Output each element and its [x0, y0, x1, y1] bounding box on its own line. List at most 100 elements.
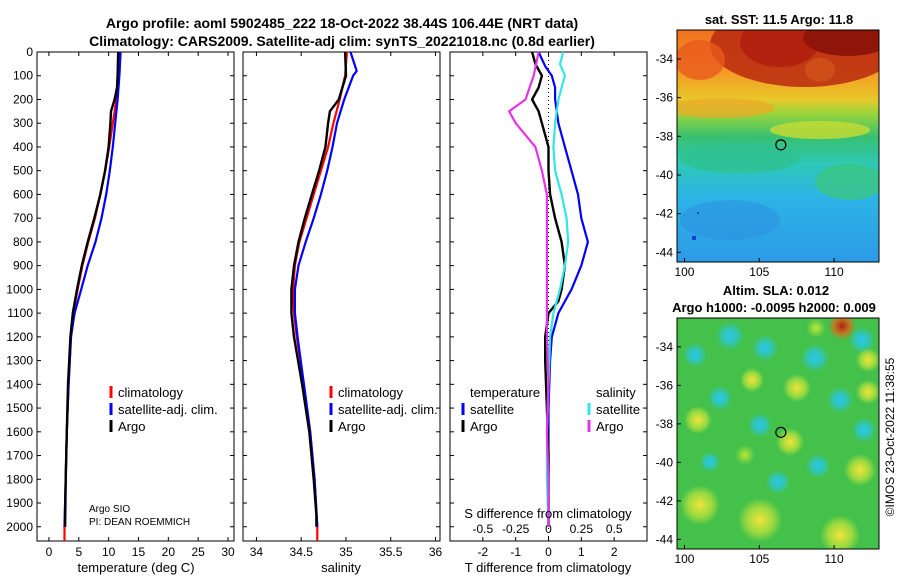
salinity-x-axis: 34 34.5 35 35.5 36: [250, 52, 443, 559]
temperature-x-label: temperature (deg C): [77, 560, 194, 575]
depth-tick-label: 1400: [6, 377, 33, 391]
depth-tick-label: 800: [13, 235, 33, 249]
legend-argo: Argo: [338, 419, 365, 434]
s-difference-x-axis: -0.5-0.2500.250.5: [472, 522, 622, 536]
salinity-legend: climatology satellite-adj. clim. Argo: [329, 385, 438, 434]
depth-axis: 0 100 200 300 400 500 600 700 800 900 1000 1100 1200…: [6, 45, 647, 534]
map-lon-tick-label: 100: [674, 552, 694, 566]
t-difference-x-axis: -2 -1 0 1 2: [477, 52, 618, 559]
map-lon-tick-label: 105: [749, 265, 769, 279]
x-tick-label: 25: [192, 545, 206, 559]
depth-tick-label: 1900: [6, 496, 33, 510]
imos-timestamp: ©IMOS 23-Oct-2022 11:38:55: [883, 357, 897, 516]
sst-map-frame: [676, 29, 880, 263]
x-tick-label: 15: [132, 545, 146, 559]
x-tick-label: 2: [611, 545, 618, 559]
sst-argo-location-marker: [775, 139, 787, 151]
difference-legend: temperature satellite Argo salinity sate…: [461, 385, 640, 434]
series-line-argo: [290, 51, 348, 527]
x-tick-label: 34: [250, 545, 264, 559]
salinity-x-label: salinity: [321, 560, 361, 575]
depth-tick-label: 100: [13, 69, 33, 83]
legend-satellite-adj: satellite-adj. clim.: [338, 402, 438, 417]
sla-map-frame: [676, 317, 880, 550]
x-tick-label: 30: [221, 545, 235, 559]
depth-tick-label: 300: [13, 116, 33, 130]
temperature-legend: climatology satellite-adj. clim. Argo: [109, 385, 218, 434]
credit-line-2: PI: DEAN ROEMMICH: [89, 517, 190, 528]
series-line-salinity-argo: [508, 51, 550, 527]
title-line-1: Argo profile: aoml 5902485_222 18-Oct-20…: [106, 15, 578, 31]
x-tick-label: 34.5: [290, 545, 314, 559]
x-tick-label: 20: [162, 545, 176, 559]
s-difference-x-label: S difference from climatology: [464, 506, 632, 521]
depth-tick-label: 1200: [6, 330, 33, 344]
map-lon-tick-label: 110: [825, 265, 844, 279]
depth-tick-label: 0: [26, 45, 33, 59]
depth-tick-label: 1700: [6, 449, 33, 463]
depth-tick-label: 1800: [6, 472, 33, 486]
series-line-temperature-argo: [530, 51, 567, 527]
sla-map-title: Altim. SLA: 0.012: [723, 283, 829, 298]
map-lat-tick-label: -36: [656, 378, 674, 392]
sst-map-title: sat. SST: 11.5 Argo: 11.8: [705, 12, 853, 27]
legend-t-satellite: satellite: [470, 402, 514, 417]
x-tick-label: 0: [46, 545, 53, 559]
map-lat-tick-label: -42: [656, 207, 674, 221]
depth-tick-label: 900: [13, 259, 33, 273]
depth-tick-label: 200: [13, 92, 33, 106]
depth-tick-label: 500: [13, 164, 33, 178]
legend-s-satellite: satellite: [596, 402, 640, 417]
legend-t-argo: Argo: [470, 419, 497, 434]
sla-argo-location-marker: [775, 426, 787, 438]
x-tick-label: 5: [75, 545, 82, 559]
x-tick-label: 36: [429, 545, 443, 559]
map-lon-tick-label: 110: [825, 552, 844, 566]
s-difference-tick-label: 0.5: [606, 522, 623, 536]
legend-s-argo: Argo: [596, 419, 623, 434]
legend-climatology: climatology: [338, 385, 404, 400]
depth-tick-label: 1600: [6, 425, 33, 439]
sla-map-image: [677, 318, 879, 549]
map-lat-tick-label: -44: [656, 532, 674, 546]
t-difference-x-label: T difference from climatology: [465, 560, 632, 575]
s-difference-tick-label: -0.5: [472, 522, 493, 536]
depth-tick-label: 1100: [7, 306, 33, 320]
s-difference-tick-label: 0.25: [570, 522, 594, 536]
series-line-satellite-adj-clim-: [293, 51, 358, 527]
x-tick-label: 0: [545, 545, 552, 559]
sst-map-image: [677, 30, 879, 262]
sla-map-axes: 100 105 110 -34 -36 -38 -40 -42 -44: [656, 340, 844, 566]
legend-temperature-header: temperature: [470, 385, 540, 400]
map-lat-tick-label: -44: [656, 245, 674, 259]
map-lat-tick-label: -36: [656, 91, 674, 105]
temperature-x-axis: 0 5 10 15 20 25 30: [46, 52, 235, 559]
map-lat-tick-label: -34: [656, 52, 674, 66]
legend-climatology: climatology: [118, 385, 184, 400]
x-tick-label: -2: [477, 545, 488, 559]
series-line-argo: [63, 51, 120, 527]
legend-argo: Argo: [118, 419, 145, 434]
title-line-2: Climatology: CARS2009. Satellite-adj cli…: [89, 33, 595, 49]
depth-tick-label: 2000: [6, 520, 33, 534]
map-lat-tick-label: -40: [656, 168, 674, 182]
sla-map-subtitle: Argo h1000: -0.0095 h2000: 0.009: [672, 300, 876, 315]
difference-series: [508, 51, 590, 527]
depth-tick-label: 400: [13, 140, 33, 154]
depth-tick-label: 600: [13, 187, 33, 201]
map-lat-tick-label: -38: [656, 417, 674, 431]
s-difference-tick-label: -0.25: [502, 522, 530, 536]
map-lon-tick-label: 105: [749, 552, 769, 566]
x-tick-label: 10: [102, 545, 116, 559]
legend-satellite-adj: satellite-adj. clim.: [118, 402, 218, 417]
map-lat-tick-label: -34: [656, 340, 674, 354]
depth-tick-label: 1000: [6, 282, 33, 296]
map-lon-tick-label: 100: [674, 265, 694, 279]
map-lat-tick-label: -40: [656, 455, 674, 469]
depth-tick-label: 1500: [6, 401, 33, 415]
legend-salinity-header: salinity: [596, 385, 636, 400]
map-lat-tick-label: -42: [656, 494, 674, 508]
temperature-series: [63, 51, 122, 541]
depth-tick-label: 1300: [6, 354, 33, 368]
